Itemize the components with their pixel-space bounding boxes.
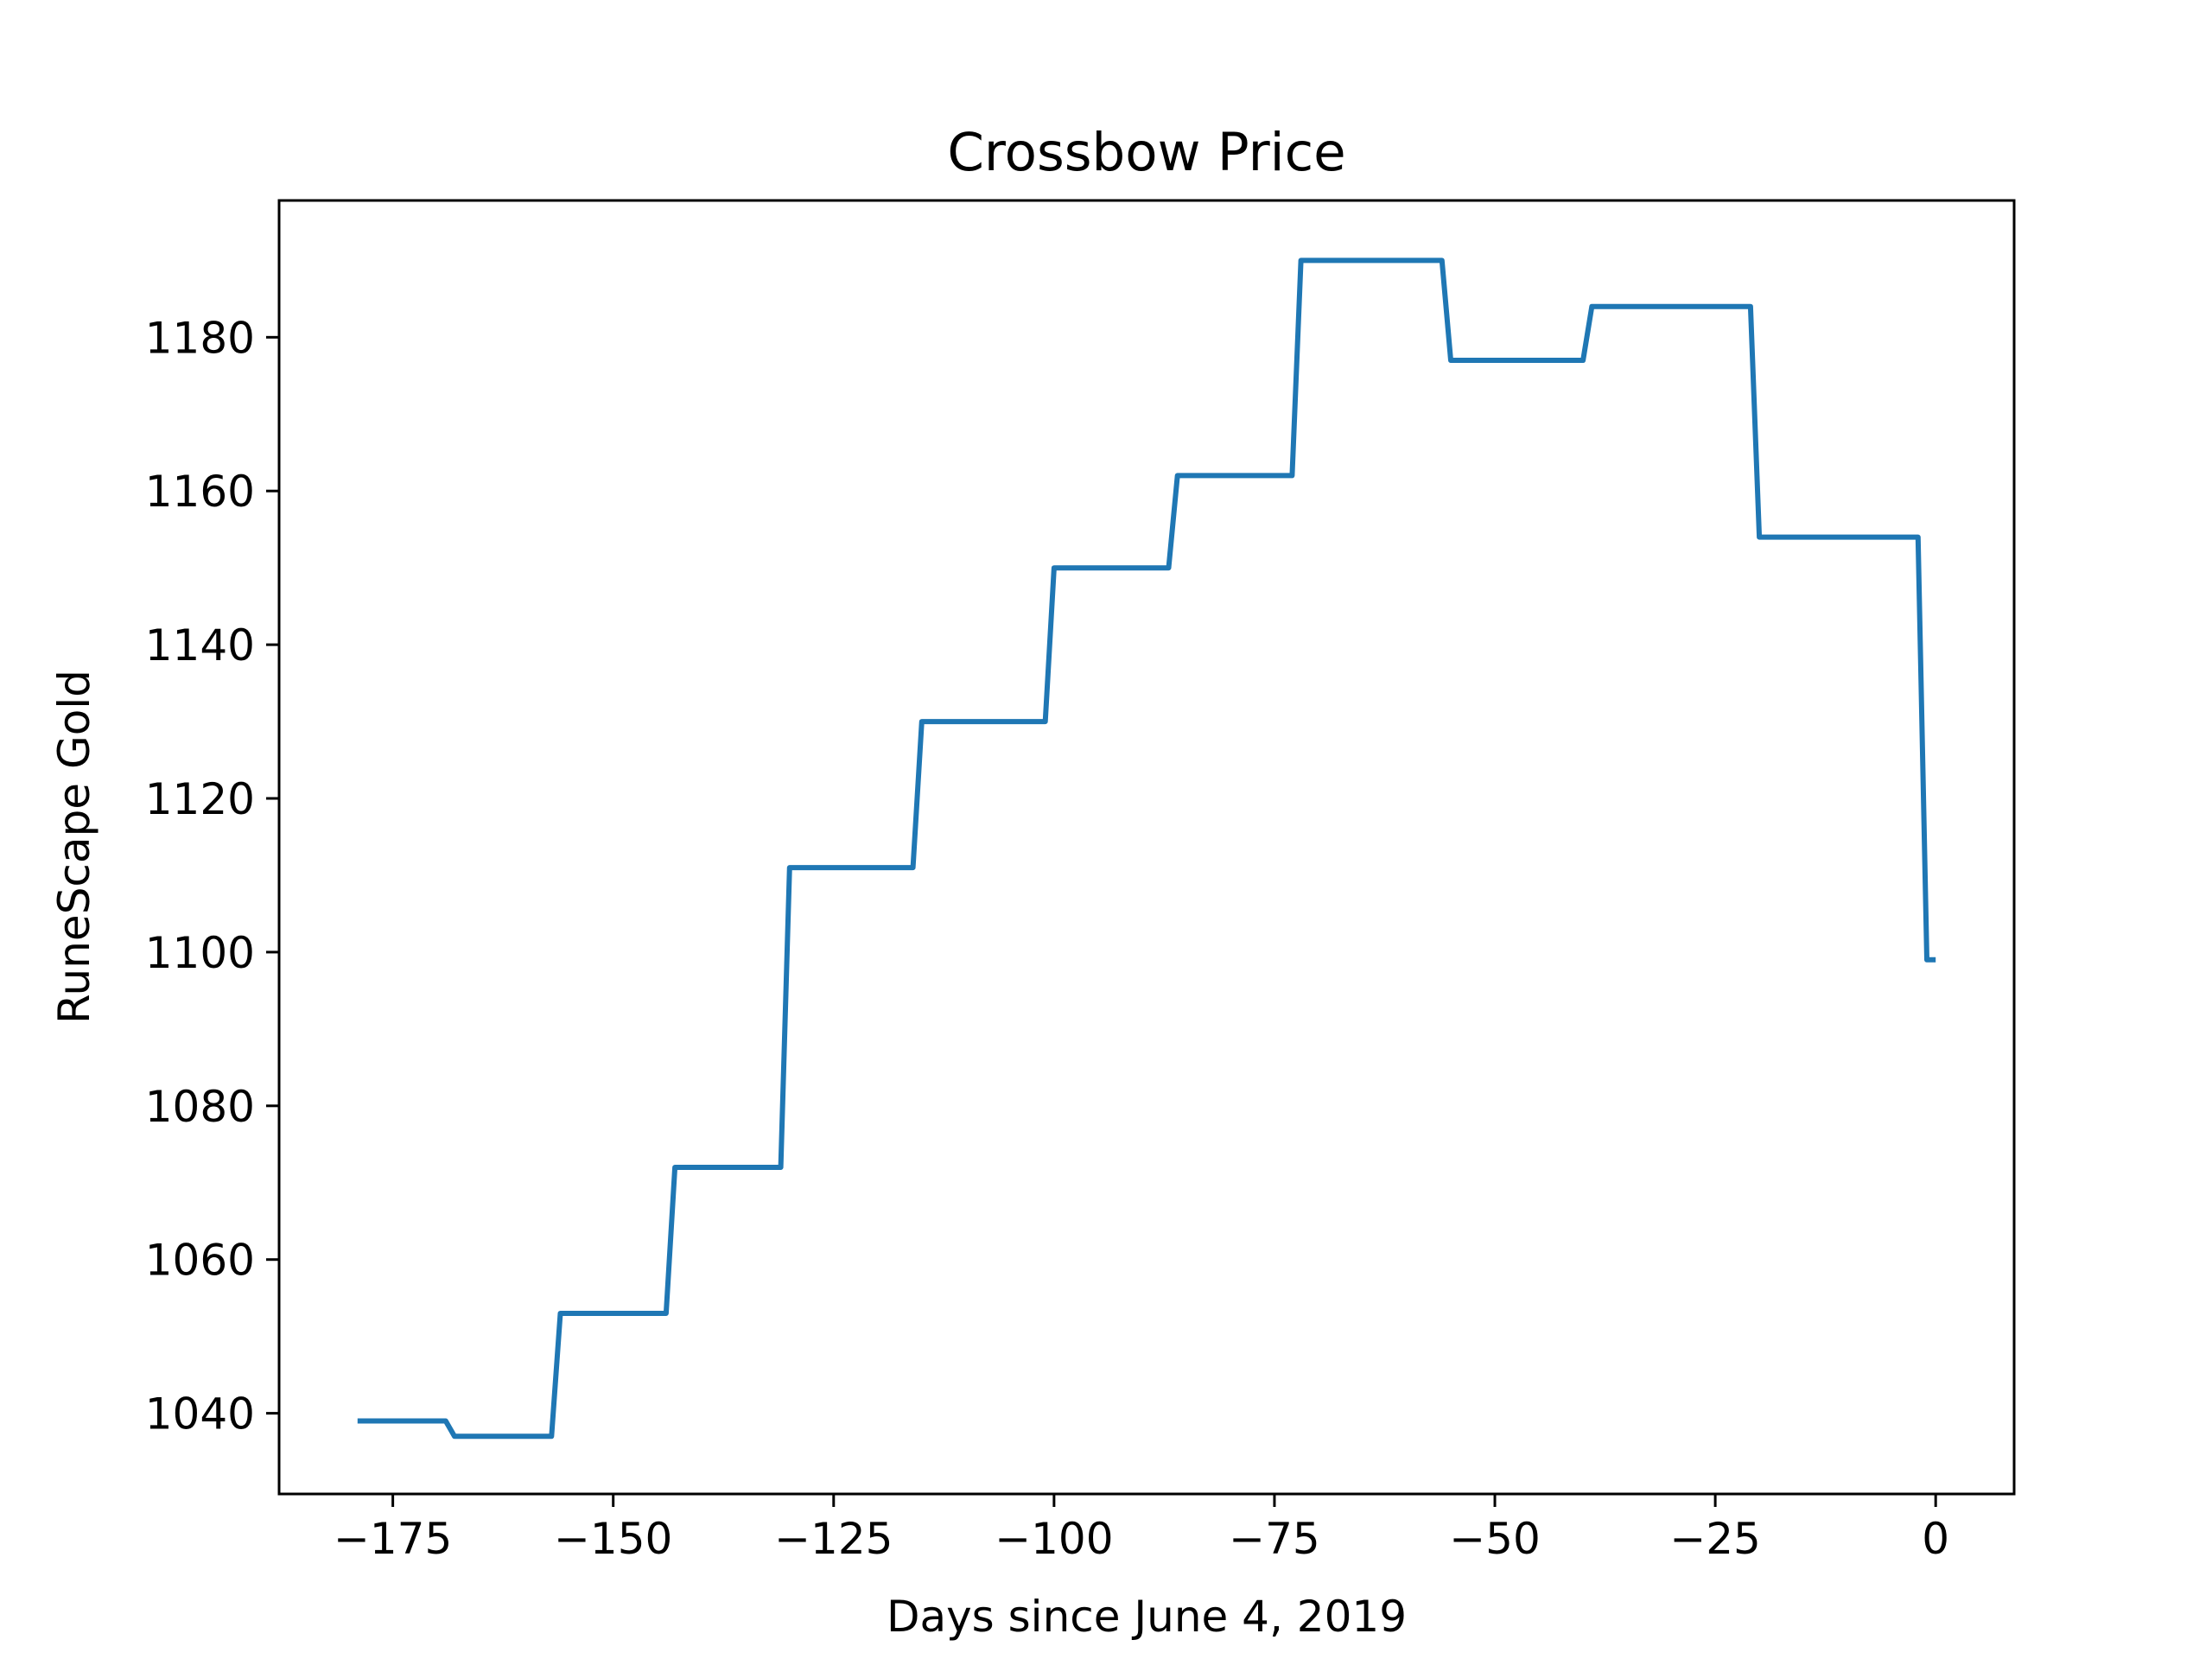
y-tick-label: 1120 [145, 774, 255, 824]
y-tick-label: 1140 [145, 620, 255, 671]
y-tick-label: 1080 [145, 1082, 255, 1132]
x-tick-label: −175 [334, 1514, 452, 1564]
plot-frame [277, 199, 2016, 1496]
series-line [357, 257, 1936, 1440]
x-tick-label: −25 [1669, 1514, 1761, 1564]
y-axis-ticks: 1040 1060 1080 1100 1120 1140 1160 1180 [145, 313, 279, 1440]
x-tick-label: −100 [995, 1514, 1113, 1564]
x-tick-label: −150 [554, 1514, 672, 1564]
y-tick-label: 1180 [145, 313, 255, 363]
x-tick-label: −125 [774, 1514, 893, 1564]
y-tick-label: 1040 [145, 1389, 255, 1440]
series-layer [357, 257, 1936, 1440]
x-axis-label: Days since June 4, 2019 [887, 1592, 1407, 1642]
chart-title: Crossbow Price [947, 122, 1345, 183]
y-tick-label: 1160 [145, 467, 255, 517]
x-axis-ticks: −175 −150 −125 −100 −75 −50 −25 0 [334, 1494, 1949, 1564]
x-tick-label: 0 [1922, 1514, 1949, 1564]
y-tick-label: 1060 [145, 1236, 255, 1286]
y-axis-label: RuneScape Gold [49, 670, 99, 1024]
x-tick-label: −50 [1449, 1514, 1541, 1564]
y-tick-label: 1100 [145, 928, 255, 978]
x-tick-label: −75 [1229, 1514, 1320, 1564]
